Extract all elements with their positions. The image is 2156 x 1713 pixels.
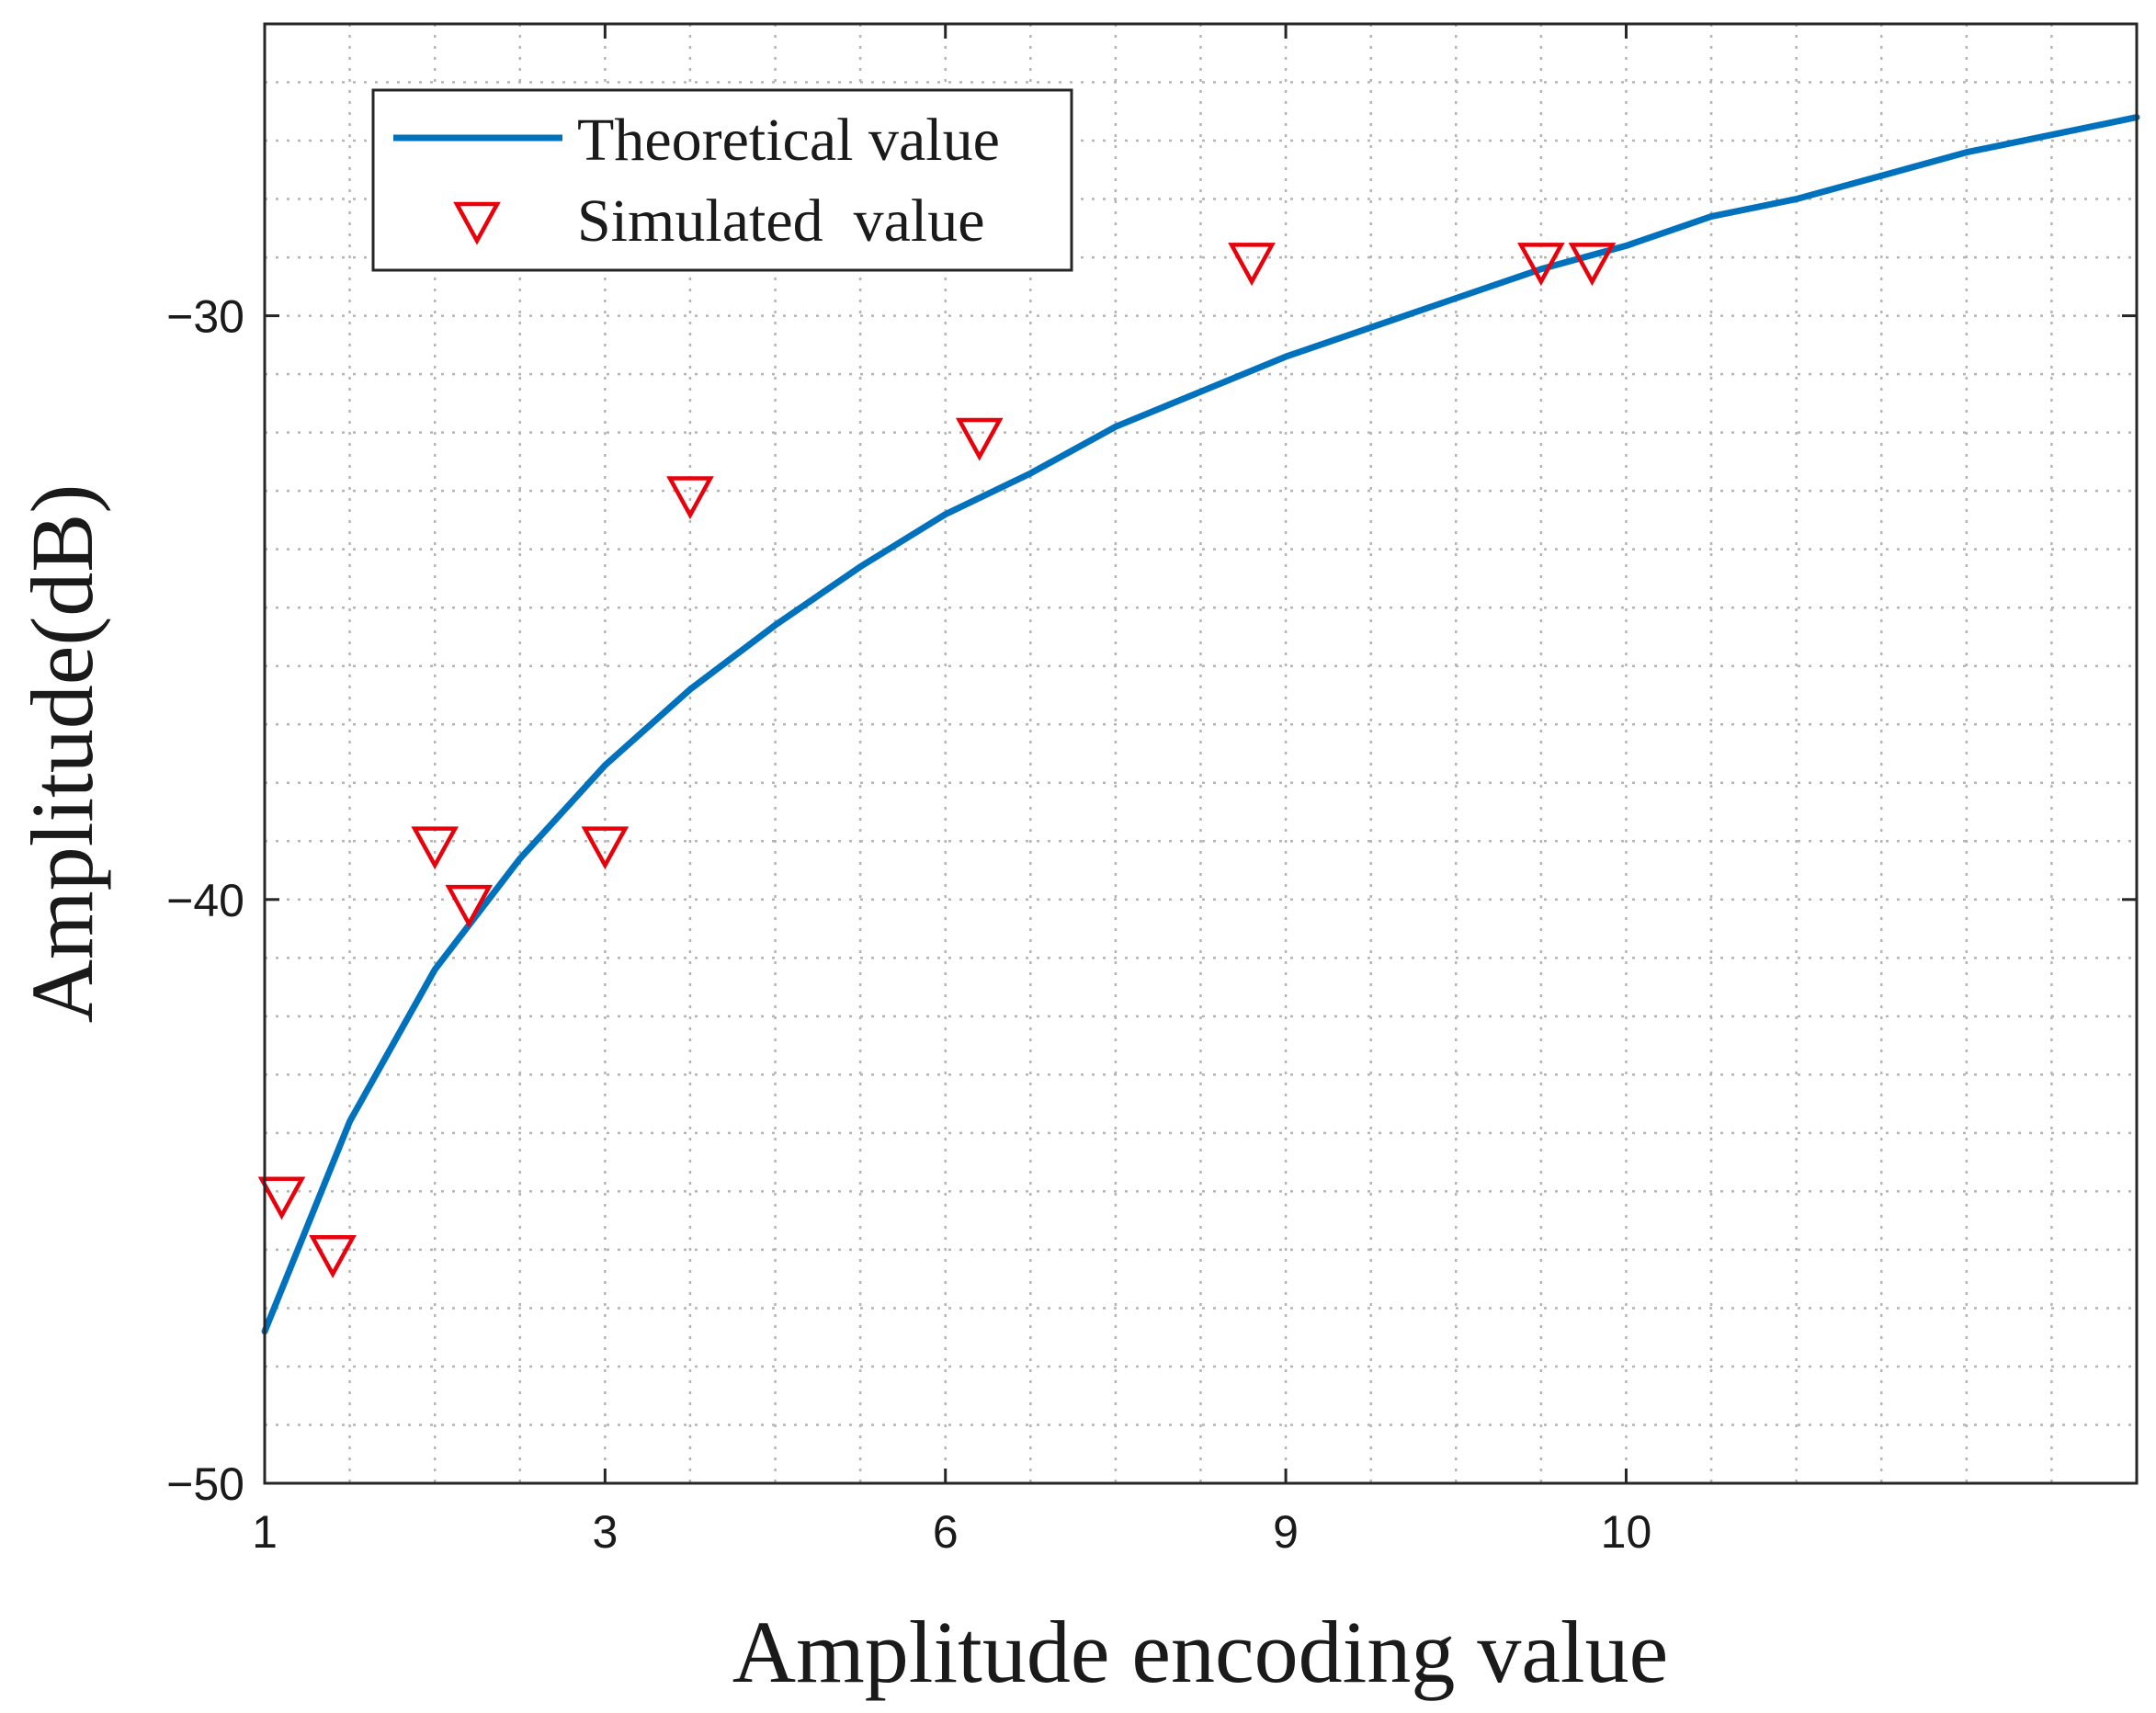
- legend-label-theoretical: Theoretical value: [577, 107, 1000, 174]
- legend-box: [371, 88, 1073, 272]
- legend-label-simulated: Simulated value: [577, 187, 985, 255]
- simulated-series: [257, 243, 1617, 1278]
- y-tick-label: −30: [166, 291, 244, 343]
- x-tick-label: 1: [252, 1506, 278, 1558]
- y-tick-label: −40: [166, 875, 244, 926]
- theoretical-series: [261, 114, 2140, 1335]
- simulated-value-point: [581, 826, 630, 870]
- simulated-value-point: [445, 884, 494, 928]
- simulated-value-point: [309, 1235, 357, 1278]
- x-tick-label: 9: [1273, 1506, 1299, 1558]
- x-tick-label: 3: [592, 1506, 618, 1558]
- axis-ticks: 1 3 6 9 10 −30 −40 −50: [166, 24, 2137, 1558]
- x-tick-label: 6: [933, 1506, 959, 1558]
- legend-triangle-swatch: [453, 201, 501, 245]
- simulated-value-point: [257, 1176, 306, 1220]
- simulated-value-point: [1517, 243, 1565, 287]
- x-tick-label: 10: [1601, 1506, 1652, 1558]
- simulated-value-point: [1568, 243, 1617, 287]
- y-tick-label: −50: [166, 1458, 244, 1510]
- simulated-value-point: [666, 476, 714, 520]
- simulated-value-point: [1228, 243, 1276, 287]
- simulated-value-point: [411, 826, 459, 870]
- theoretical-value-line: [261, 114, 2140, 1335]
- legend: Theoretical value Simulated value: [371, 88, 1073, 272]
- simulated-value-point: [955, 417, 1004, 461]
- plot-frame: [263, 22, 2139, 1485]
- y-axis-title: Amplitude(dB): [13, 484, 111, 1024]
- x-axis-title: Amplitude encoding value: [732, 1603, 1668, 1701]
